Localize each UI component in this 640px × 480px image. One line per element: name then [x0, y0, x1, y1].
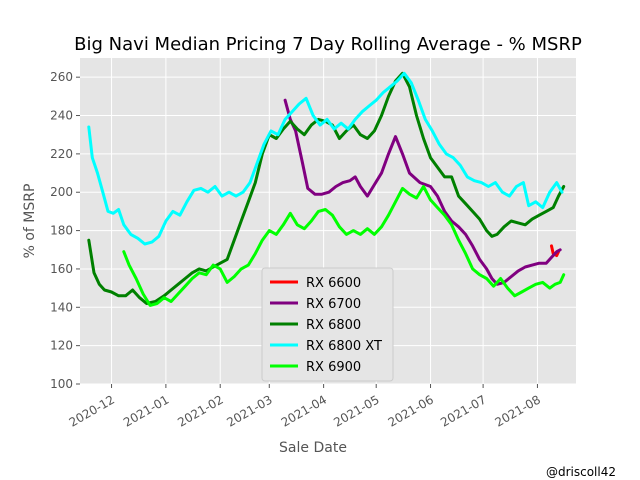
- chart-title: Big Navi Median Pricing 7 Day Rolling Av…: [74, 34, 582, 55]
- y-tick-label: 100: [50, 377, 73, 391]
- x-tick-label: 2021-03: [224, 392, 274, 429]
- y-tick-label: 200: [50, 185, 73, 199]
- legend-box: [261, 267, 394, 382]
- x-tick-label: 2021-08: [493, 392, 543, 429]
- legend: RX 6600 RX 6700 RX 6800 RX 6800 XT RX 6900: [261, 267, 394, 382]
- x-tick-label: 2021-02: [175, 392, 225, 429]
- x-tick-label: 2021-01: [121, 392, 171, 429]
- x-tick-label: 2021-04: [279, 392, 329, 429]
- series-line-rx-6700: [283, 98, 562, 286]
- legend-entry: RX 6900: [306, 360, 361, 375]
- legend-entry: RX 6600: [306, 276, 361, 291]
- x-axis-label: Sale Date: [279, 440, 347, 456]
- series-lines: [87, 71, 566, 307]
- x-tick-label: 2021-05: [331, 392, 381, 429]
- y-tick-label: 120: [50, 339, 73, 353]
- y-tick-label: 220: [50, 147, 73, 161]
- x-tick-label: 2020-12: [67, 392, 117, 429]
- y-tick-label: 160: [50, 262, 73, 276]
- series-line-rx-6800-xt: [87, 71, 564, 246]
- y-tick-label: 180: [50, 224, 73, 238]
- legend-entry: RX 6700: [306, 297, 361, 312]
- y-tick-label: 260: [50, 70, 73, 84]
- y-tick-label: 140: [50, 300, 73, 314]
- x-tick-label: 2021-06: [386, 392, 436, 429]
- legend-entry: RX 6800 XT: [306, 339, 382, 354]
- x-tick-label: 2021-07: [438, 392, 488, 429]
- credit-text: @driscoll42: [546, 465, 616, 479]
- y-axis-label: % of MSRP: [22, 184, 38, 259]
- y-axis-ticks: 100 120 140 160 180 200 220 240 260: [50, 70, 80, 391]
- series-line-rx-6900: [122, 185, 566, 307]
- legend-entry: RX 6800: [306, 318, 361, 333]
- y-tick-label: 240: [50, 109, 73, 123]
